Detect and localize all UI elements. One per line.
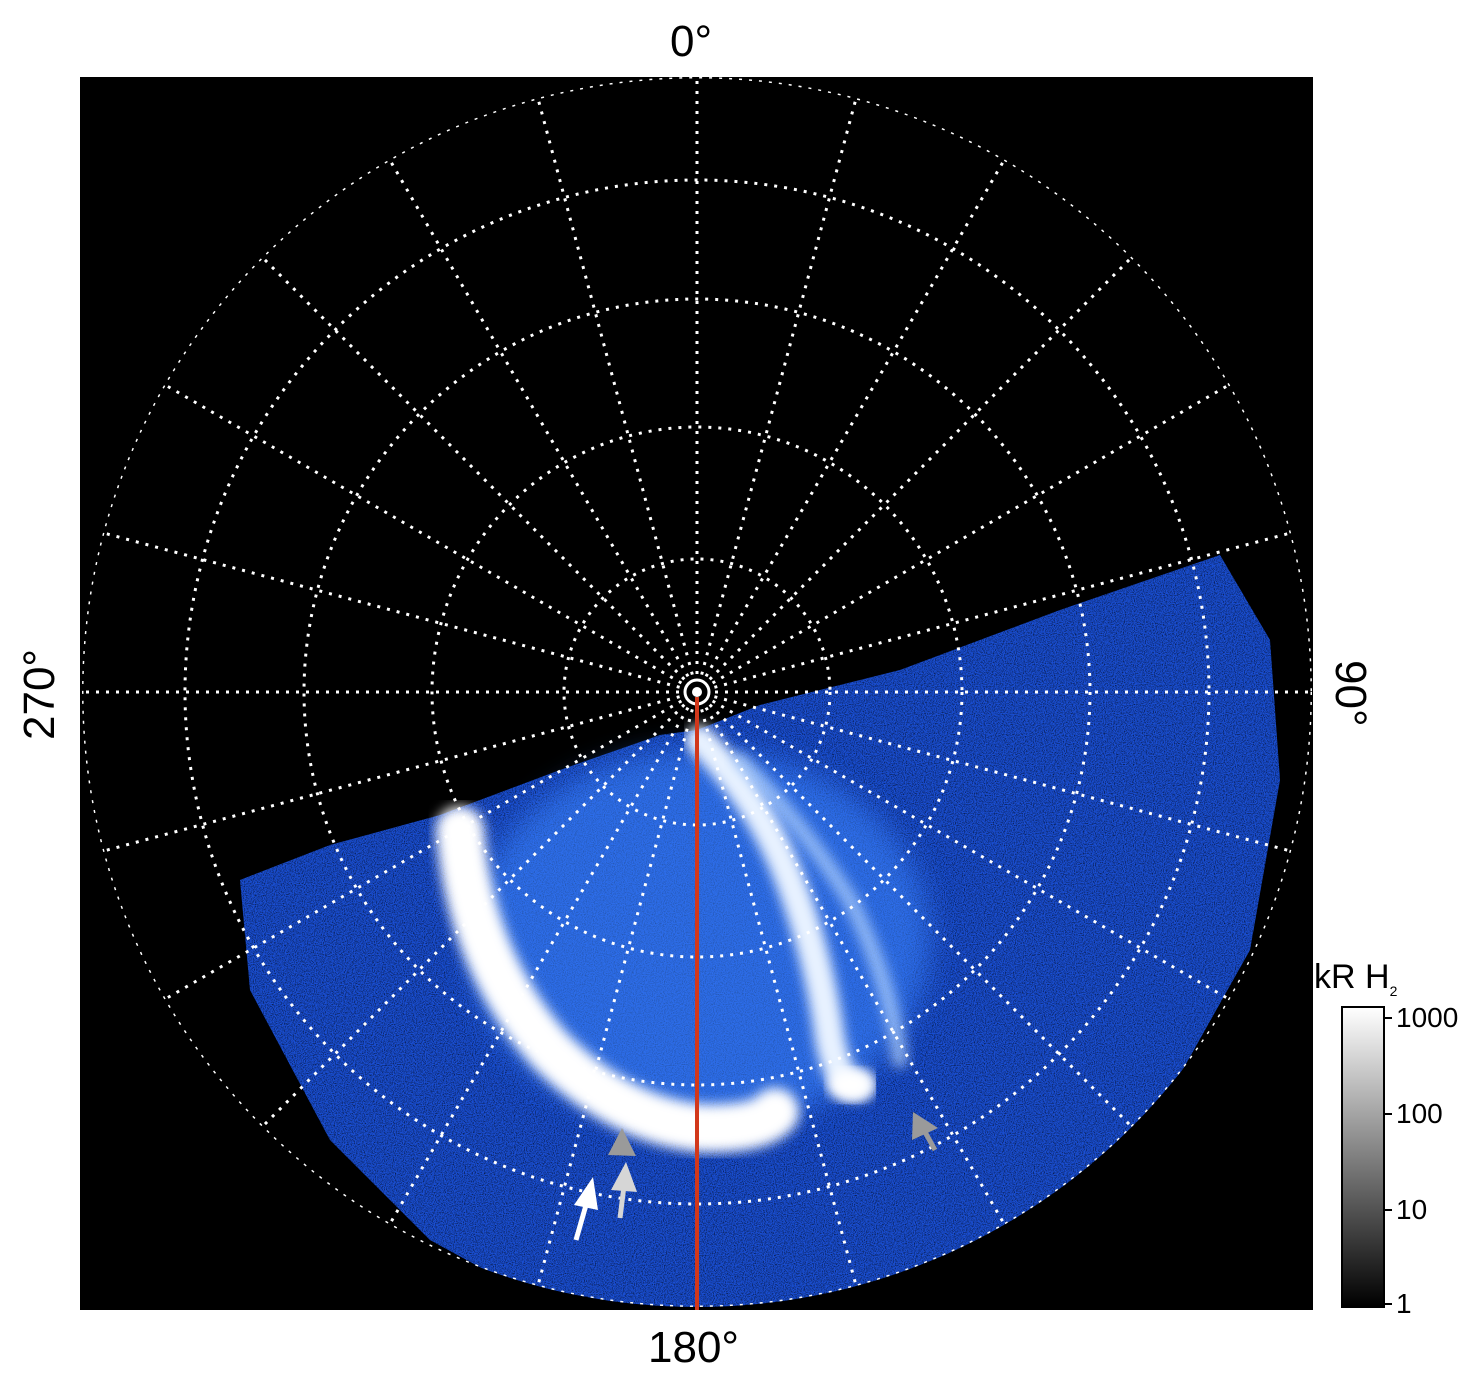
- arrow-white: [573, 1177, 598, 1241]
- longitude-label-90: 90°: [1326, 660, 1375, 727]
- lat-lon-grid: [82, 77, 1312, 1307]
- arrow-gray-1: [611, 1162, 637, 1219]
- colorbar: [1341, 1006, 1385, 1308]
- aurora-emission: [240, 555, 1280, 1307]
- longitude-label-270: 270°: [15, 648, 64, 740]
- colorbar-tick-1: 1: [1396, 1288, 1412, 1319]
- colorbar-tick-10: 10: [1396, 1194, 1428, 1225]
- arrow-gray-2: [608, 1128, 636, 1156]
- colorbar-tick-100: 100: [1396, 1098, 1443, 1129]
- main-auroral-oval: [436, 806, 799, 1153]
- colorbar-title: kR H2: [1314, 958, 1398, 999]
- colorbar-tick-1000: 1000: [1396, 1002, 1459, 1033]
- arrow-gray-3: [912, 1112, 938, 1152]
- longitude-label-180: 180°: [648, 1323, 740, 1372]
- longitude-label-0: 0°: [670, 17, 713, 66]
